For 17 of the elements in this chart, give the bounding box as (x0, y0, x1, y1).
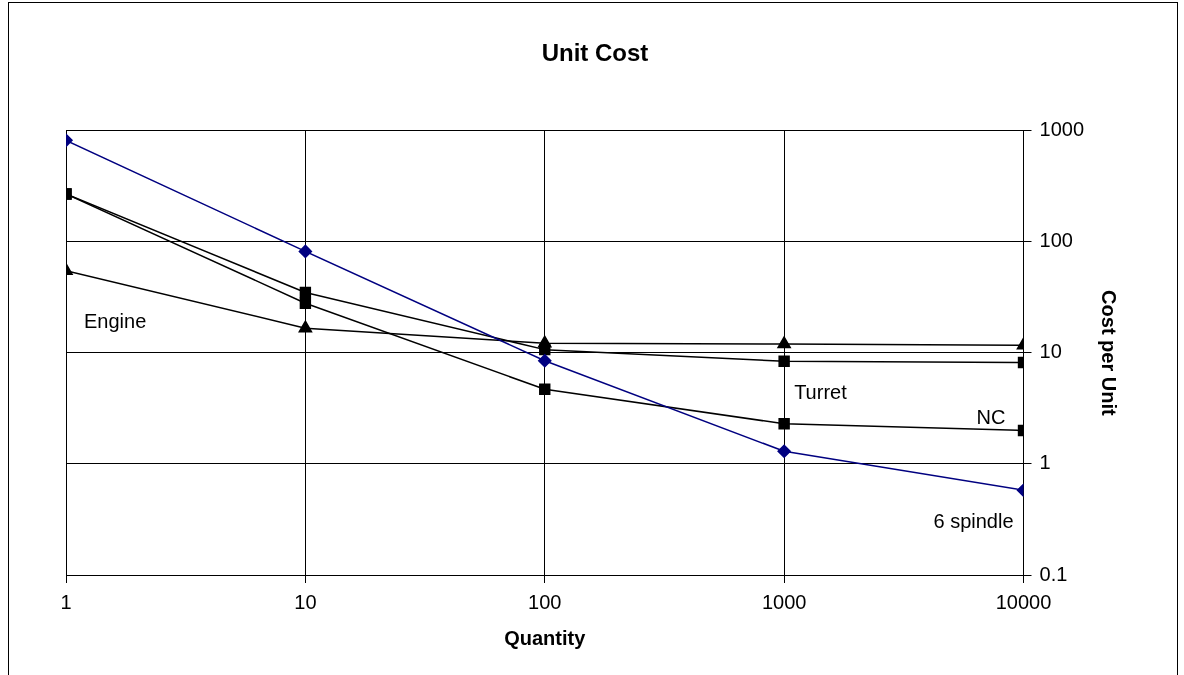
y-tick-label: 1000 (1039, 118, 1085, 141)
x-tick-label: 10000 (995, 590, 1052, 613)
series-label: Turret (794, 380, 848, 403)
y-tick-label: 100 (1039, 229, 1073, 252)
y-tick-label: 0.1 (1039, 562, 1068, 585)
x-tick-label: 1000 (761, 590, 807, 613)
chart-title: Unit Cost (541, 39, 649, 67)
series-label: NC (976, 406, 1006, 429)
x-tick-label: 1 (60, 590, 72, 613)
y-axis-title: Cost per Unit (1098, 290, 1121, 417)
y-tick-label: 1 (1039, 451, 1051, 474)
series-label: Engine (84, 310, 147, 333)
x-tick-label: 100 (528, 590, 562, 613)
y-tick-label: 10 (1039, 340, 1062, 363)
x-tick-label: 10 (294, 590, 317, 613)
x-axis-title: Quantity (504, 626, 587, 649)
series-label: 6 spindle (933, 509, 1014, 532)
